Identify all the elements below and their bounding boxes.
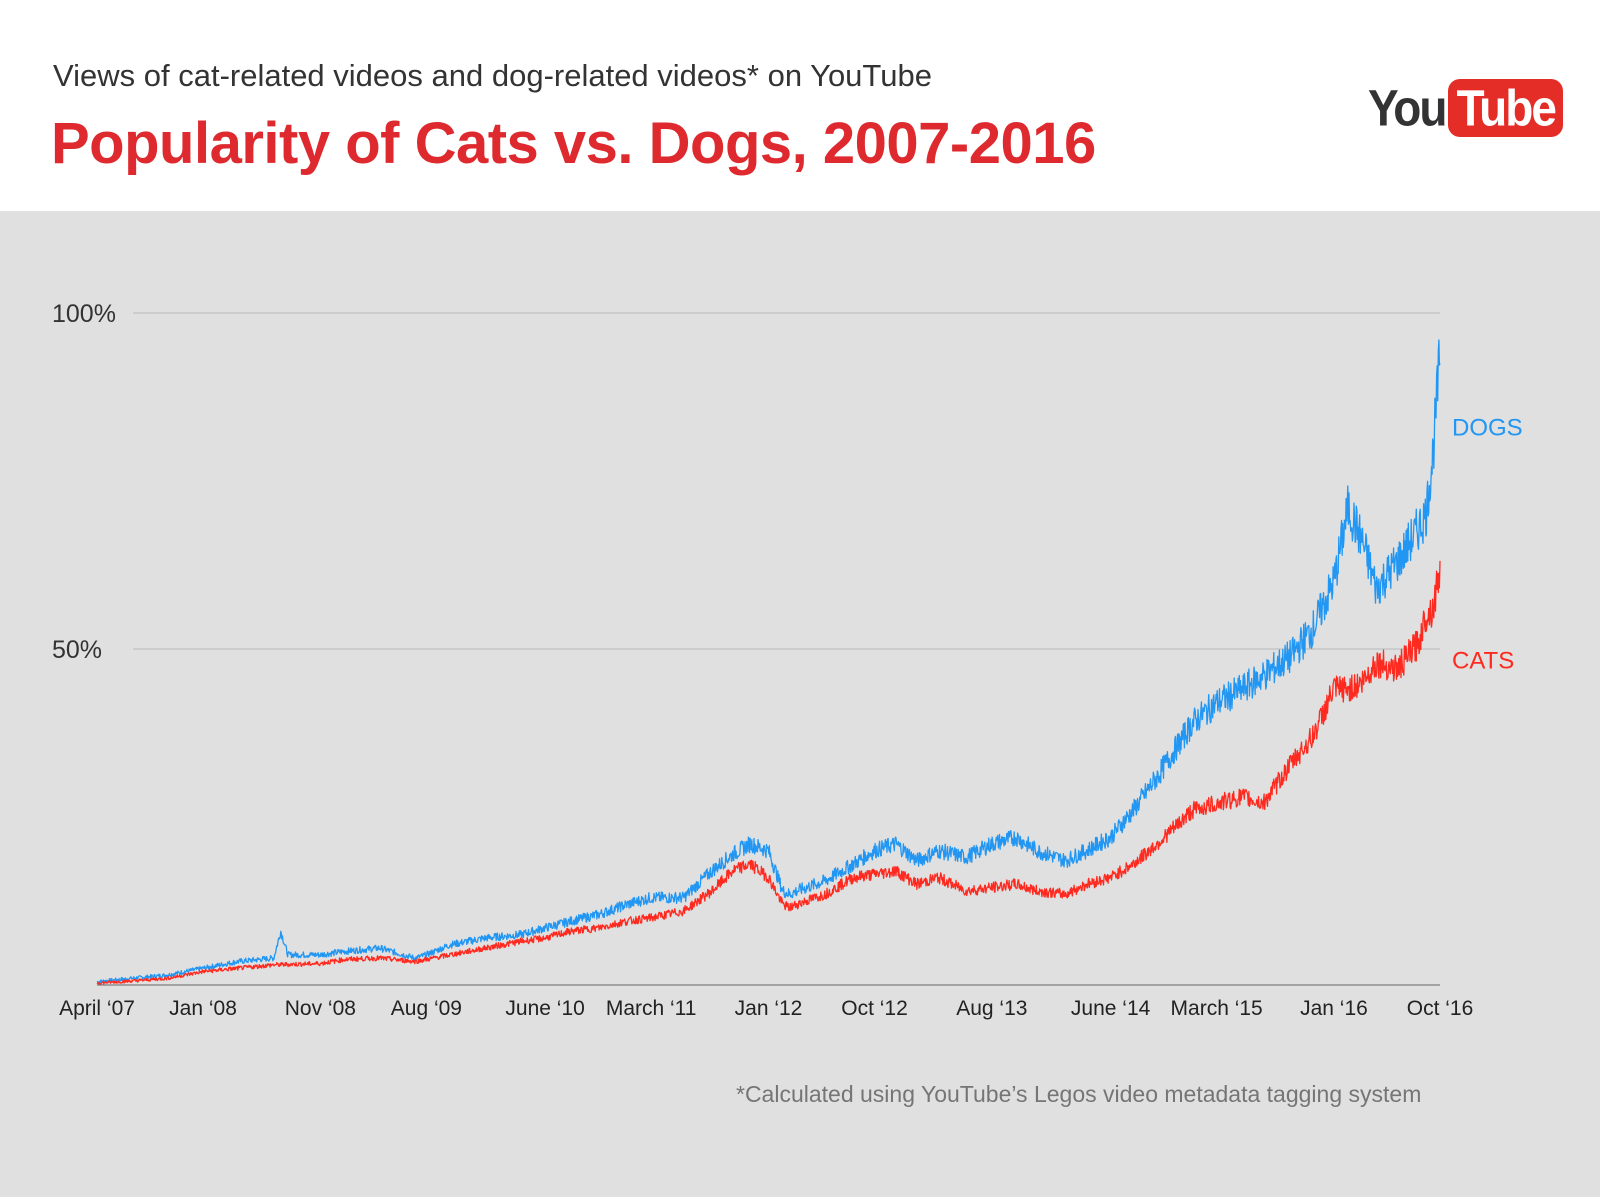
chart-title: Popularity of Cats vs. Dogs, 2007-2016 xyxy=(51,111,1096,176)
series-line-cats xyxy=(96,560,1441,985)
series-label-dogs: DOGS xyxy=(1452,414,1523,441)
x-tick-label: Jan ‘12 xyxy=(735,997,803,1020)
x-tick-label: June ‘10 xyxy=(505,997,584,1020)
footnote: *Calculated using YouTube’s Legos video … xyxy=(736,1081,1422,1107)
x-tick-label: March ‘11 xyxy=(606,997,697,1020)
chart-subtitle: Views of cat-related videos and dog-rela… xyxy=(53,58,932,93)
x-tick-label: Nov ‘08 xyxy=(285,997,356,1020)
logo-you-text: You xyxy=(1368,79,1447,137)
logo-tube-box: Tube xyxy=(1448,79,1563,137)
line-chart: 50% 100% April ‘07 Jan ‘08 Nov ‘08 Aug ‘09 Jun… xyxy=(52,300,1523,1020)
x-tick-label: Jan ‘16 xyxy=(1300,997,1368,1020)
y-tick-label: 50% xyxy=(52,636,102,664)
x-tick-label: Oct ‘16 xyxy=(1407,997,1474,1020)
x-tick-label: Oct ‘12 xyxy=(841,997,908,1020)
x-tick-label: Aug ‘09 xyxy=(391,997,462,1020)
x-tick-label: March ‘15 xyxy=(1171,997,1263,1020)
chart-panel: 50% 100% April ‘07 Jan ‘08 Nov ‘08 Aug ‘09 Jun… xyxy=(0,211,1600,1197)
logo-tube-text: Tube xyxy=(1456,79,1556,137)
series-line-dogs xyxy=(96,339,1441,984)
x-tick-label: Aug ‘13 xyxy=(956,997,1027,1020)
y-tick-label: 100% xyxy=(52,300,116,328)
x-tick-label: June ‘14 xyxy=(1071,997,1151,1020)
header: Views of cat-related videos and dog-rela… xyxy=(0,0,1600,211)
series-label-cats: CATS xyxy=(1452,647,1514,674)
x-tick-label: Jan ‘08 xyxy=(169,997,237,1020)
youtube-logo-icon: You Tube xyxy=(1368,78,1563,138)
x-tick-label: April ‘07 xyxy=(59,997,135,1020)
